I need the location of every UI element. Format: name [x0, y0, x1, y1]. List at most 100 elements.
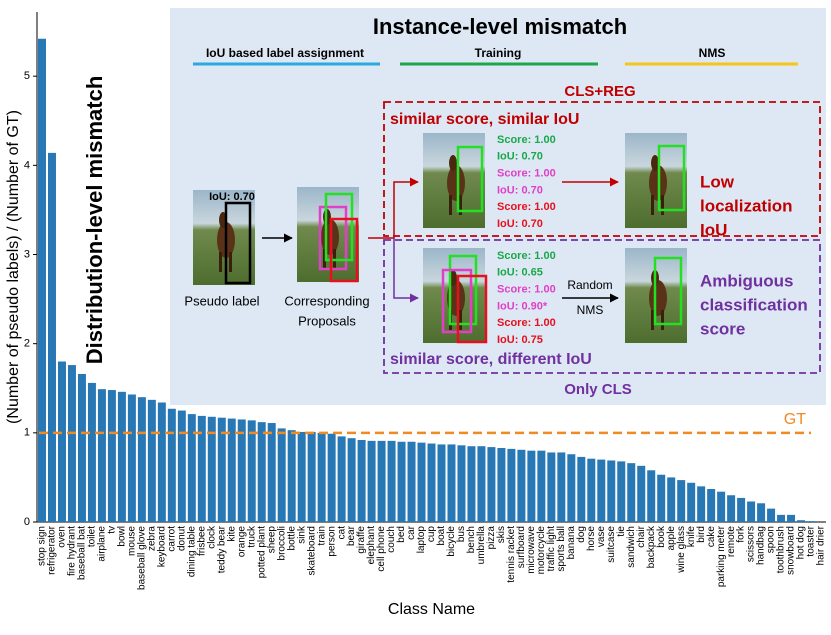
bar — [697, 486, 706, 522]
x-tick-label: broccoli — [276, 526, 287, 560]
y-tick-label: 0 — [24, 516, 30, 528]
bar — [787, 514, 796, 522]
bar — [657, 474, 666, 522]
bar — [727, 495, 736, 522]
bar — [317, 432, 326, 522]
bar — [217, 417, 226, 522]
bar — [237, 419, 246, 522]
score-label: IoU: 0.70 — [497, 218, 543, 230]
bar — [117, 391, 126, 522]
bar — [327, 433, 336, 522]
bar — [357, 439, 366, 522]
stage-label: Training — [475, 46, 522, 60]
arrow — [393, 238, 419, 303]
y-tick-label: 2 — [24, 338, 30, 350]
x-tick-label: boat — [436, 526, 447, 546]
bar — [347, 438, 356, 522]
caption: Random — [567, 278, 612, 292]
bar — [487, 447, 496, 522]
x-tick-label: remote — [726, 526, 737, 558]
x-tick-label: scissors — [746, 526, 757, 562]
box — [653, 256, 683, 326]
bar — [647, 470, 656, 522]
x-tick-label: car — [406, 525, 417, 540]
reference-label: GT — [784, 411, 806, 428]
x-tick-label: person — [326, 526, 337, 557]
x-tick-label: bear — [346, 525, 357, 546]
x-tick-label: toothbrush — [776, 526, 787, 573]
x-tick-label: frisbee — [196, 526, 207, 556]
x-tick-label: teddy bear — [216, 525, 227, 573]
bar — [57, 361, 66, 522]
bar — [87, 382, 96, 522]
bar — [437, 444, 446, 522]
x-tick-label: hair drier — [816, 525, 827, 565]
result-label: IoU — [700, 220, 727, 239]
x-tick-label: wine glass — [676, 526, 687, 574]
bar — [577, 456, 586, 522]
result-label: Ambiguous — [700, 271, 794, 290]
bar — [717, 491, 726, 522]
cls-reg-box — [383, 101, 821, 237]
bar — [777, 514, 786, 522]
bar — [667, 477, 676, 522]
bar — [107, 390, 116, 522]
x-tick-label: cup — [426, 526, 437, 543]
x-axis-label: Class Name — [388, 601, 475, 618]
bar — [307, 431, 316, 522]
bar — [67, 365, 76, 522]
y-axis-label: (Number of pseudo labels) / (Number of G… — [5, 110, 22, 424]
bar — [207, 416, 216, 522]
bar — [457, 445, 466, 522]
x-tick-label: spoon — [766, 526, 777, 553]
box — [657, 144, 686, 212]
x-tick-label: parking meter — [716, 525, 727, 587]
x-tick-label: tv — [107, 526, 118, 534]
score-label: Score: 1.00 — [497, 134, 556, 146]
bar — [757, 503, 766, 522]
bar — [197, 415, 206, 522]
bar — [397, 441, 406, 522]
x-tick-label: bottle — [286, 526, 297, 551]
box — [224, 201, 252, 285]
x-tick-label: microwave — [526, 526, 537, 574]
x-tick-label: horse — [586, 526, 597, 551]
box — [324, 192, 354, 262]
stage-label: NMS — [699, 46, 726, 60]
x-tick-label: bicycle — [446, 526, 457, 557]
x-tick-label: giraffe — [356, 526, 367, 554]
bar — [797, 520, 806, 522]
x-tick-label: sink — [296, 525, 307, 544]
x-tick-label: hot dog — [796, 526, 807, 559]
bar — [617, 461, 626, 522]
bar — [567, 454, 576, 522]
iou-label: IoU: 0.70 — [209, 191, 255, 203]
only-cls-label: Only CLS — [564, 381, 632, 398]
x-tick-label: sheep — [266, 526, 277, 554]
cls-reg-label: CLS+REG — [564, 83, 635, 100]
x-tick-label: donut — [176, 526, 187, 551]
bar — [477, 446, 486, 522]
x-tick-label: chair — [636, 525, 647, 547]
inset-title: Instance-level mismatch — [373, 14, 627, 39]
x-tick-label: tennis racket — [506, 526, 517, 583]
score-label: IoU: 0.65 — [497, 267, 543, 279]
result-label: score — [700, 319, 745, 338]
x-tick-label: baseball bat — [77, 526, 88, 580]
x-tick-label: bowl — [117, 526, 128, 547]
caption: Corresponding — [284, 293, 369, 308]
x-tick-label: cell phone — [376, 526, 387, 572]
bar — [97, 389, 106, 522]
x-tick-label: knife — [686, 526, 697, 548]
bar — [547, 452, 556, 522]
score-label: Score: 1.00 — [497, 201, 556, 213]
x-tick-label: skis — [496, 526, 507, 543]
bar — [587, 458, 596, 522]
x-tick-label: bus — [456, 526, 467, 542]
bar — [157, 402, 166, 522]
y-tick-label: 4 — [24, 159, 30, 171]
bar — [167, 408, 176, 522]
bar — [247, 420, 256, 522]
caption: Pseudo label — [184, 293, 259, 308]
bar — [367, 440, 376, 522]
